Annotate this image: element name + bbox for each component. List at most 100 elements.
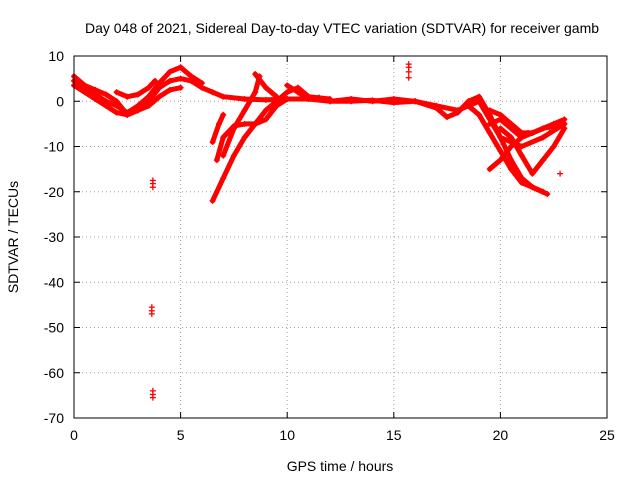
data-point xyxy=(113,102,120,109)
data-point xyxy=(166,68,173,75)
data-point xyxy=(81,89,88,96)
data-point xyxy=(134,91,141,98)
data-point xyxy=(166,86,173,93)
data-point xyxy=(113,89,120,96)
data-point xyxy=(497,157,504,164)
data-point xyxy=(124,93,131,100)
data-point xyxy=(529,184,536,191)
y-tick-label: 0 xyxy=(56,93,64,109)
y-axis-ticks: -70 -60 -50 -40 -30 -20 -10 0 10 xyxy=(44,48,607,426)
data-point xyxy=(497,134,504,141)
data-point xyxy=(177,64,184,71)
series-line xyxy=(465,103,550,197)
data-point xyxy=(148,310,155,317)
data-point xyxy=(177,75,184,82)
y-tick-label: 10 xyxy=(48,48,64,64)
y-tick-label: -10 xyxy=(44,139,64,155)
data-point xyxy=(215,120,222,127)
data-point xyxy=(508,166,515,173)
data-point xyxy=(188,73,195,80)
data-point xyxy=(497,125,504,132)
data-point xyxy=(348,95,355,102)
data-point xyxy=(262,116,269,123)
series-track-track-o xyxy=(497,125,568,177)
data-point xyxy=(405,74,412,81)
data-point xyxy=(557,170,564,177)
data-point xyxy=(544,191,551,198)
data-point xyxy=(273,102,280,109)
series-track-track-p xyxy=(486,116,532,141)
data-point xyxy=(540,125,547,132)
data-point xyxy=(149,394,156,401)
data-point xyxy=(412,98,419,105)
data-point xyxy=(262,107,269,114)
series-line xyxy=(412,94,546,195)
series-track-track-g xyxy=(209,111,227,145)
data-point xyxy=(390,95,397,102)
data-point xyxy=(486,107,493,114)
series-track-track-l xyxy=(465,102,551,198)
y-axis-label: SDTVAR / TECUs xyxy=(5,181,21,293)
data-point xyxy=(476,93,483,100)
data-point xyxy=(209,138,216,145)
data-point xyxy=(230,152,237,159)
data-point xyxy=(525,129,532,136)
data-point xyxy=(134,107,141,114)
series-track-track-c xyxy=(71,82,184,118)
data-point xyxy=(252,71,259,78)
data-point xyxy=(508,134,515,141)
data-point xyxy=(241,134,248,141)
data-point xyxy=(546,125,553,132)
data-point xyxy=(508,157,515,164)
data-point xyxy=(326,98,333,105)
data-point xyxy=(220,152,227,159)
data-point xyxy=(508,143,515,150)
data-point xyxy=(550,143,557,150)
data-point xyxy=(102,102,109,109)
data-point xyxy=(145,84,152,91)
data-point xyxy=(540,134,547,141)
data-point xyxy=(209,197,216,204)
data-point xyxy=(497,148,504,155)
y-tick-label: -50 xyxy=(44,320,64,336)
x-axis-ticks: 0 5 10 15 20 25 xyxy=(70,56,615,443)
data-point xyxy=(92,95,99,102)
data-point xyxy=(220,134,227,141)
data-point xyxy=(252,120,259,127)
data-point xyxy=(518,143,525,150)
data-point xyxy=(198,80,205,87)
data-point xyxy=(156,80,163,87)
y-tick-label: -40 xyxy=(44,274,64,290)
plot-frame xyxy=(73,55,608,419)
series-track-track-d xyxy=(113,77,159,100)
x-tick-label: 20 xyxy=(493,427,509,443)
isolated-points xyxy=(148,61,564,401)
data-point xyxy=(262,84,269,91)
data-point xyxy=(145,93,152,100)
data-point xyxy=(497,116,504,123)
data-point xyxy=(284,95,291,102)
chart-title: Day 048 of 2021, Sidereal Day-to-day VTE… xyxy=(85,20,599,36)
data-point xyxy=(220,175,227,182)
data-point xyxy=(220,111,227,118)
grid-lines xyxy=(74,56,607,418)
data-point xyxy=(305,95,312,102)
x-tick-label: 15 xyxy=(386,427,402,443)
data-point xyxy=(508,125,515,132)
x-tick-label: 10 xyxy=(279,427,295,443)
data-point xyxy=(454,109,461,116)
data-point xyxy=(273,93,280,100)
data-point xyxy=(444,114,451,121)
data-series xyxy=(71,61,568,401)
data-point xyxy=(518,134,525,141)
data-point xyxy=(145,102,152,109)
data-point xyxy=(433,105,440,112)
data-point xyxy=(113,109,120,116)
data-point xyxy=(561,116,568,123)
data-point xyxy=(486,129,493,136)
data-point xyxy=(476,111,483,118)
data-point xyxy=(529,170,536,177)
data-point xyxy=(252,89,259,96)
data-point xyxy=(241,95,248,102)
